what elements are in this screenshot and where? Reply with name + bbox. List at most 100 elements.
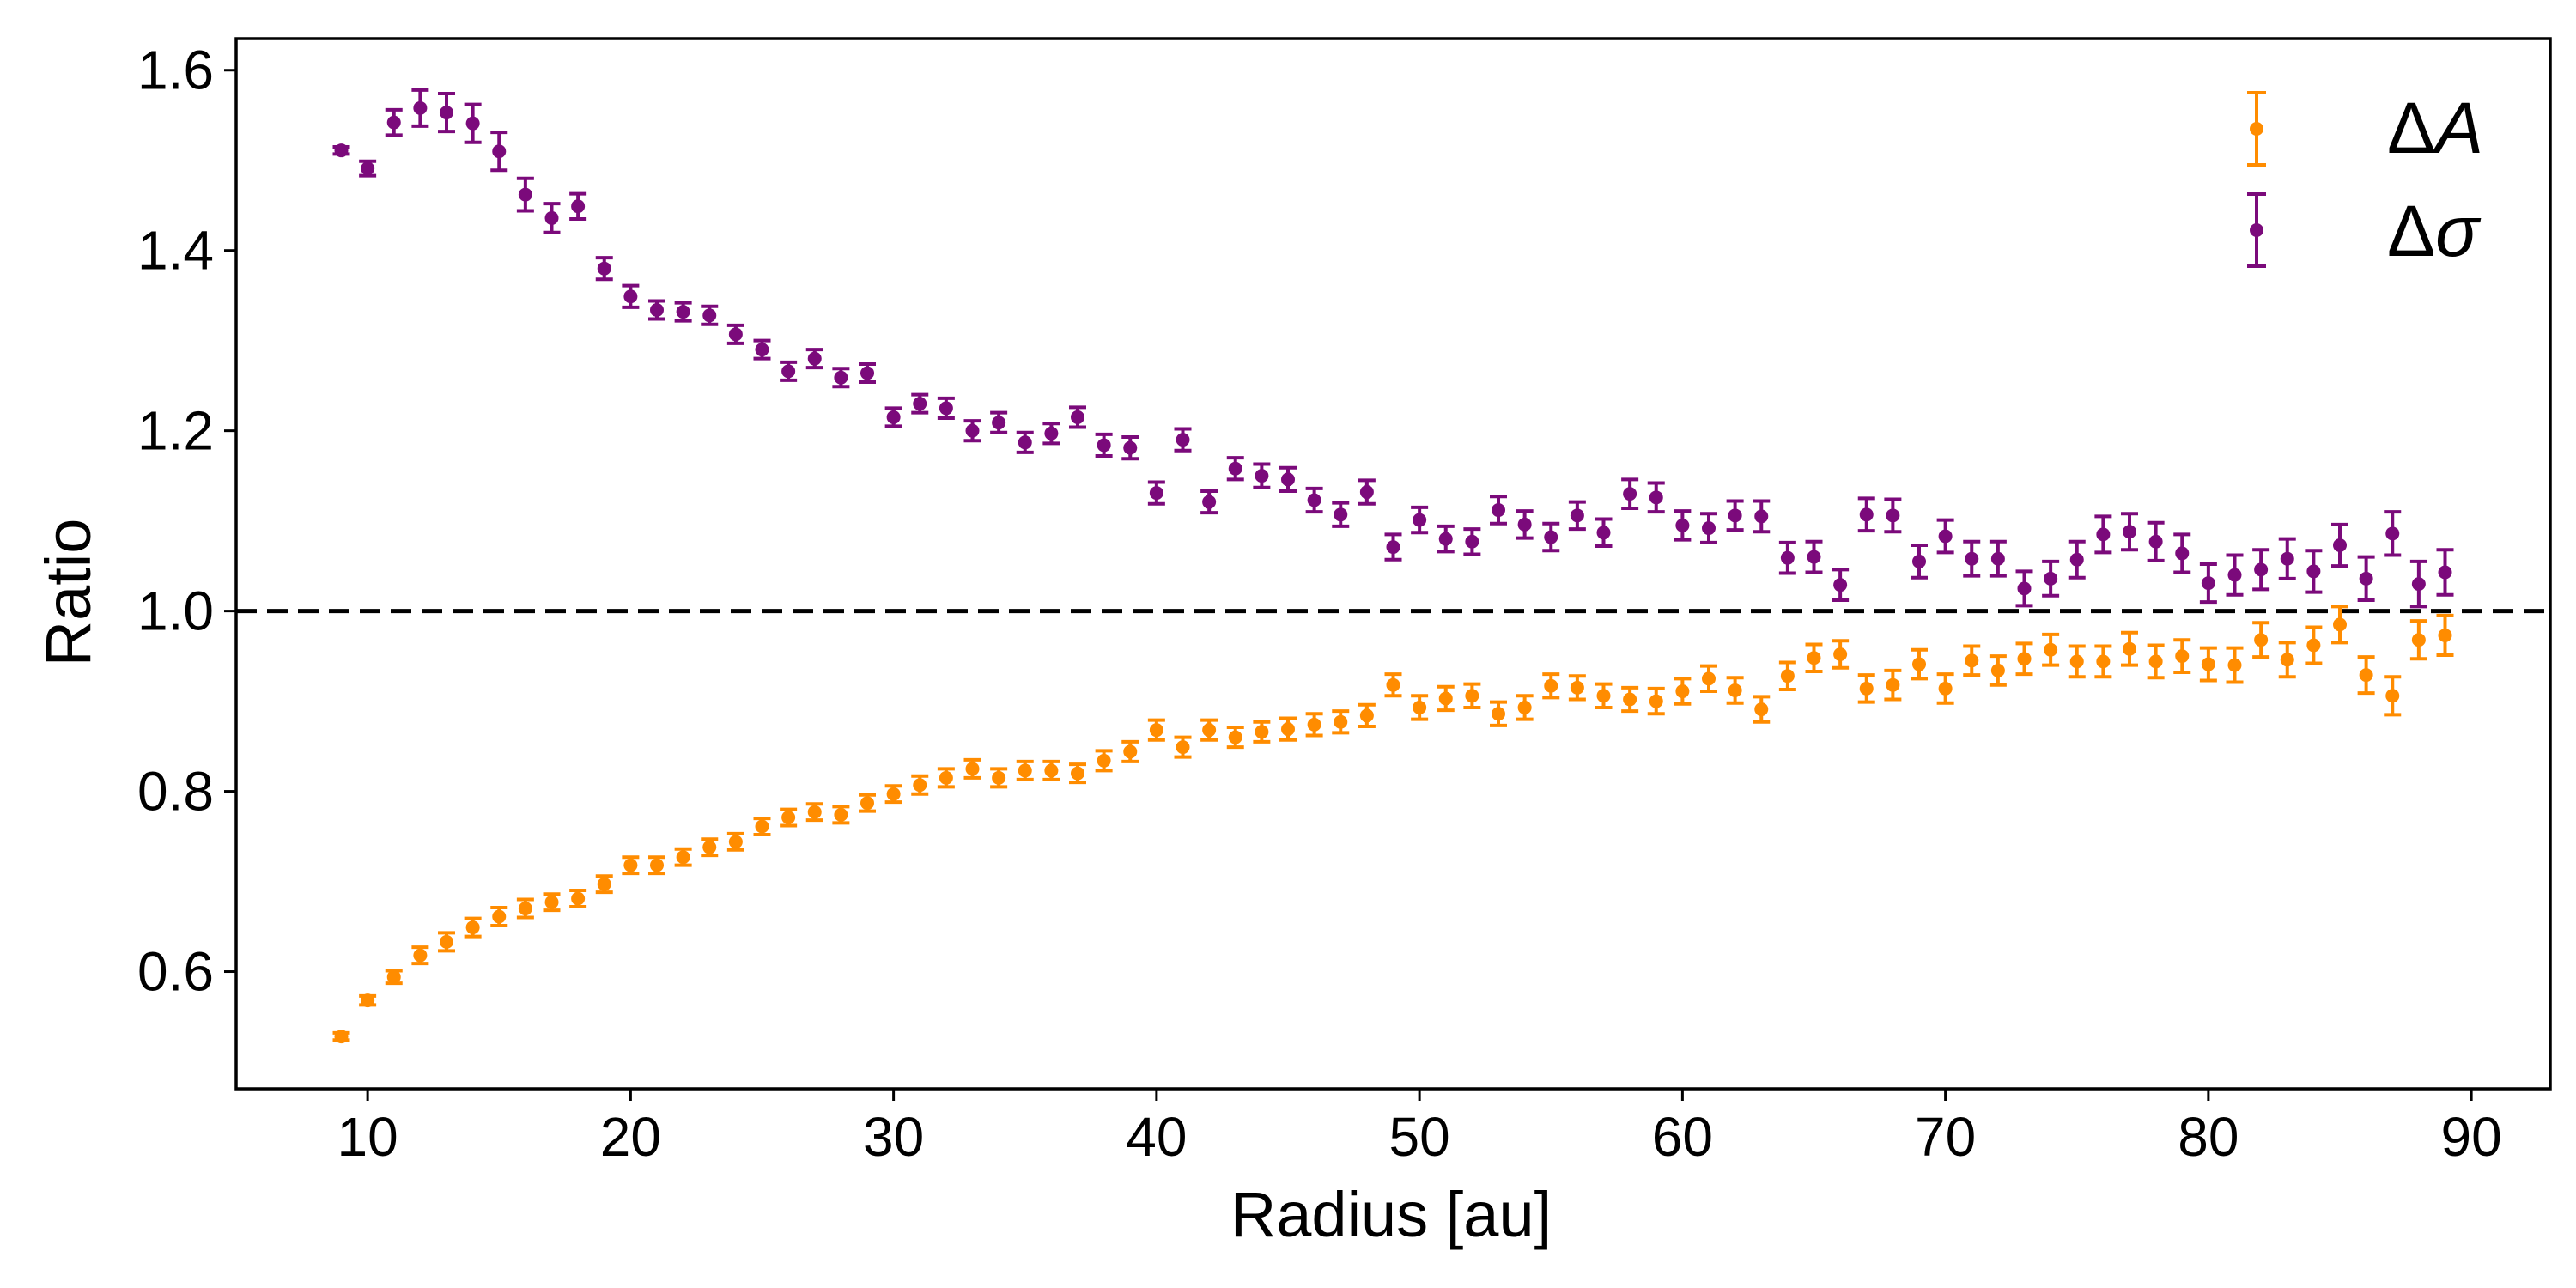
- marker-delta-a-76: [2096, 654, 2111, 669]
- marker-delta-sigma-9: [334, 143, 349, 158]
- data-point-delta-a-25: [753, 817, 771, 836]
- marker-delta-sigma-44: [1255, 469, 1269, 483]
- data-point-delta-a-50: [1411, 694, 1429, 721]
- marker-delta-sigma-10: [361, 161, 375, 176]
- data-point-delta-sigma-84: [2305, 549, 2323, 594]
- x-axis-ticks: 10 20 30 40 50 60 70 80 90: [337, 1089, 2502, 1168]
- marker-delta-a-16: [518, 902, 532, 916]
- marker-delta-sigma-43: [1228, 461, 1242, 476]
- marker-delta-sigma-17: [544, 210, 559, 225]
- data-point-delta-a-33: [963, 757, 981, 780]
- marker-delta-a-34: [992, 770, 1006, 785]
- data-point-delta-sigma-9: [332, 143, 350, 158]
- marker-delta-a-9: [334, 1030, 349, 1044]
- x-tick-label-50: 50: [1389, 1106, 1450, 1168]
- data-point-delta-sigma-89: [2436, 548, 2454, 597]
- data-point-delta-sigma-81: [2226, 553, 2244, 597]
- data-point-delta-sigma-24: [726, 323, 744, 345]
- data-point-delta-sigma-13: [438, 92, 455, 134]
- marker-delta-a-68: [1886, 677, 1900, 692]
- data-point-delta-sigma-12: [411, 88, 429, 128]
- marker-delta-a-78: [2148, 654, 2163, 669]
- data-point-delta-a-83: [2278, 641, 2296, 679]
- legend[interactable]: ΔA Δσ: [2247, 88, 2483, 271]
- data-point-delta-a-60: [1674, 677, 1692, 706]
- data-point-delta-sigma-49: [1384, 532, 1402, 562]
- marker-delta-sigma-14: [465, 116, 480, 131]
- marker-delta-a-77: [2123, 641, 2136, 656]
- marker-delta-a-86: [2359, 668, 2373, 683]
- data-point-delta-a-76: [2094, 644, 2112, 679]
- data-point-delta-a-80: [2199, 646, 2217, 683]
- data-point-delta-sigma-73: [2015, 569, 2033, 608]
- data-point-delta-sigma-40: [1147, 480, 1165, 506]
- data-point-delta-sigma-55: [1542, 521, 1560, 553]
- marker-delta-a-48: [1359, 708, 1374, 723]
- marker-delta-a-46: [1307, 717, 1321, 732]
- marker-delta-sigma-39: [1123, 440, 1138, 455]
- marker-delta-a-15: [492, 909, 507, 924]
- data-point-delta-sigma-41: [1174, 427, 1192, 453]
- marker-delta-a-55: [1544, 678, 1558, 693]
- marker-delta-sigma-46: [1307, 493, 1321, 507]
- data-point-delta-a-55: [1542, 672, 1560, 700]
- data-point-delta-a-29: [859, 793, 876, 813]
- marker-delta-sigma-81: [2227, 568, 2242, 582]
- data-point-delta-sigma-22: [674, 301, 692, 323]
- data-point-delta-sigma-76: [2094, 514, 2112, 555]
- x-tick-label-70: 70: [1915, 1106, 1976, 1168]
- marker-delta-sigma-20: [623, 289, 638, 304]
- data-point-delta-a-42: [1200, 718, 1218, 742]
- marker-delta-a-64: [1780, 669, 1795, 683]
- marker-delta-a-73: [2017, 652, 2032, 666]
- marker-delta-a-84: [2306, 638, 2321, 653]
- marker-delta-sigma-40: [1149, 486, 1163, 501]
- marker-delta-a-81: [2227, 658, 2242, 672]
- legend-entry-delta-a[interactable]: ΔA: [2247, 88, 2483, 168]
- marker-delta-a-10: [361, 993, 375, 1008]
- marker-delta-a-80: [2201, 657, 2215, 671]
- x-tick-label-30: 30: [863, 1106, 924, 1168]
- data-point-delta-a-39: [1121, 739, 1139, 763]
- data-point-delta-a-30: [884, 784, 902, 805]
- data-point-delta-sigma-21: [648, 299, 665, 321]
- data-point-delta-a-51: [1437, 684, 1455, 713]
- marker-delta-sigma-27: [807, 351, 822, 366]
- data-point-delta-a-18: [569, 889, 587, 908]
- data-point-delta-a-14: [464, 916, 482, 939]
- marker-delta-sigma-68: [1886, 508, 1900, 523]
- marker-delta-a-39: [1123, 744, 1138, 759]
- data-point-delta-a-32: [937, 767, 955, 789]
- data-point-delta-a-70: [1936, 672, 1954, 705]
- marker-delta-a-22: [676, 850, 690, 865]
- data-point-delta-a-46: [1305, 712, 1323, 738]
- marker-delta-sigma-30: [886, 410, 901, 424]
- marker-delta-a-17: [544, 895, 559, 909]
- marker-delta-sigma-84: [2306, 564, 2321, 579]
- marker-delta-sigma-16: [518, 187, 532, 202]
- marker-delta-sigma-41: [1176, 433, 1190, 447]
- marker-delta-sigma-54: [1517, 517, 1532, 532]
- marker-delta-sigma-15: [492, 144, 507, 159]
- data-point-delta-sigma-11: [385, 107, 403, 137]
- marker-delta-a-67: [1859, 681, 1874, 696]
- marker-delta-a-70: [1938, 681, 1953, 696]
- data-point-delta-sigma-29: [859, 361, 876, 384]
- data-point-delta-a-16: [516, 897, 534, 920]
- data-point-delta-sigma-38: [1095, 432, 1113, 459]
- marker-delta-sigma-42: [1202, 495, 1217, 509]
- data-point-delta-a-13: [438, 931, 455, 953]
- data-point-delta-sigma-14: [464, 102, 482, 144]
- marker-delta-sigma-47: [1334, 507, 1348, 522]
- marker-delta-a-53: [1492, 707, 1505, 721]
- marker-delta-a-37: [1071, 766, 1084, 781]
- legend-entry-delta-sigma[interactable]: Δσ: [2247, 191, 2482, 271]
- marker-delta-a-75: [2069, 654, 2084, 669]
- y-tick-label-0.6: 0.6: [137, 941, 214, 1003]
- data-point-delta-sigma-57: [1595, 517, 1613, 549]
- marker-delta-sigma-77: [2123, 525, 2136, 539]
- marker-delta-a-33: [965, 762, 980, 776]
- marker-delta-a-43: [1228, 730, 1242, 744]
- data-point-delta-sigma-33: [963, 419, 981, 443]
- marker-delta-a-60: [1675, 684, 1690, 699]
